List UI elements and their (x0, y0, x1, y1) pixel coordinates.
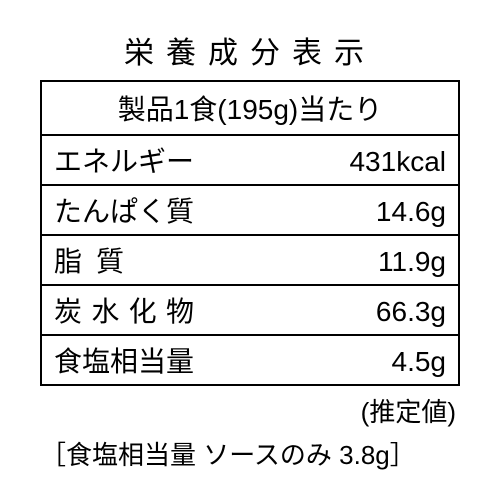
serving-row: 製品1食(195g)当たり (42, 82, 458, 136)
row-label: たんぱく質 (54, 190, 194, 230)
row-label: 脂質 (54, 240, 124, 280)
nutrition-table: 製品1食(195g)当たり エネルギー 431kcal たんぱく質 14.6g … (40, 80, 460, 386)
nutrition-title: 栄養成分表示 (40, 28, 460, 72)
table-row: エネルギー 431kcal (42, 136, 458, 186)
table-row: 脂質 11.9g (42, 236, 458, 286)
row-value: 14.6g (376, 196, 446, 228)
row-label: 食塩相当量 (54, 340, 194, 380)
table-row: 食塩相当量 4.5g (42, 336, 458, 384)
row-value: 4.5g (392, 346, 447, 378)
row-value: 431kcal (349, 146, 446, 178)
row-value: 66.3g (376, 296, 446, 328)
row-value: 11.9g (378, 246, 446, 278)
footnote: ［食塩相当量 ソースのみ 3.8g］ (40, 435, 460, 472)
table-row: 炭水化物 66.3g (42, 286, 458, 336)
row-label: エネルギー (54, 140, 194, 180)
estimate-note: (推定値) (40, 392, 460, 429)
row-label: 炭水化物 (54, 290, 194, 330)
table-row: たんぱく質 14.6g (42, 186, 458, 236)
